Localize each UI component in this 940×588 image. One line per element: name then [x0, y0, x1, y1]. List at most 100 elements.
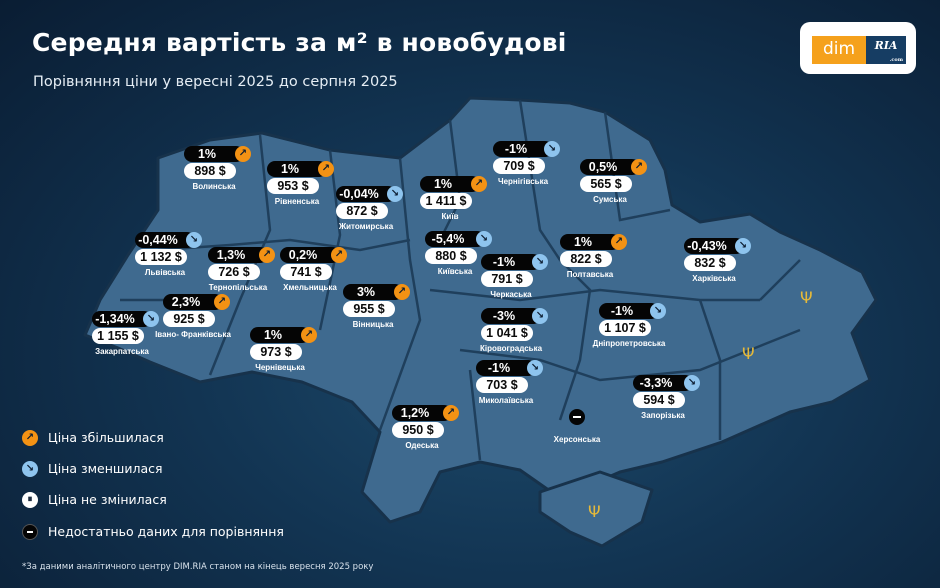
change-percent: 2,3%	[163, 294, 223, 310]
price-per-m2: 880 $	[425, 248, 477, 264]
arrow-up-right-icon: ↗	[259, 247, 275, 263]
logo-dim: dim	[812, 36, 866, 64]
change-percent: 1%	[250, 327, 310, 343]
region-name: Київ	[441, 212, 459, 221]
arrow-down-right-icon: ↘	[544, 141, 560, 157]
price-per-m2: 741 $	[280, 264, 332, 280]
change-percent: 1%	[420, 176, 480, 192]
crimea	[538, 470, 654, 548]
price-per-m2: 1 132 $	[135, 249, 187, 265]
change-percent: -1%	[599, 303, 659, 319]
footnote: *За даними аналітичного центру DIM.RIA с…	[22, 562, 374, 572]
page-title: Середня вартість за м² в новобудові	[32, 28, 567, 57]
arrow-down-right-icon: ↘	[532, 254, 548, 270]
price-per-m2: 872 $	[336, 203, 388, 219]
arrow-up-right-icon: ↗	[443, 405, 459, 421]
price-per-m2: 726 $	[208, 264, 260, 280]
page-subtitle: Порівняння ціни у вересні 2025 до серпня…	[33, 74, 398, 90]
price-per-m2: 953 $	[267, 178, 319, 194]
price-per-m2: 925 $	[163, 311, 215, 327]
region-name: Миколаївська	[478, 396, 534, 405]
region-name: Житомирська	[338, 222, 394, 231]
arrow-down-right-icon: ↘	[684, 375, 700, 391]
arrow-down-right-icon: ↘	[735, 238, 751, 254]
region-name: Харківська	[692, 274, 736, 283]
change-percent: 0,5%	[580, 159, 640, 175]
region-name: Черкаська	[490, 290, 532, 299]
change-percent: -1,34%	[92, 311, 152, 327]
no-data-icon	[569, 409, 585, 425]
arrow-up-right-icon: ↗	[235, 146, 251, 162]
change-percent: 1%	[184, 146, 244, 162]
change-percent: -1%	[493, 141, 553, 157]
arrow-down-right-icon: ↘	[532, 308, 548, 324]
trident-icon: Ψ	[800, 288, 813, 307]
region-name: Полтавська	[566, 270, 614, 279]
arrow-down-right-icon: ↘	[527, 360, 543, 376]
price-per-m2: 1 107 $	[599, 320, 651, 336]
change-percent: -0,04%	[336, 186, 396, 202]
trident-icon: Ψ	[588, 502, 601, 521]
change-percent: 1%	[560, 234, 620, 250]
region-name: Хмельницька	[283, 283, 337, 292]
price-per-m2: 973 $	[250, 344, 302, 360]
price-per-m2: 594 $	[633, 392, 685, 408]
arrow-up-right-icon: ↗	[301, 327, 317, 343]
price-per-m2: 709 $	[493, 158, 545, 174]
region-name: Дніпропетровська	[592, 339, 666, 348]
change-percent: 1%	[267, 161, 327, 177]
change-percent: -1%	[481, 254, 541, 270]
region-name: Херсонська	[553, 435, 601, 444]
price-per-m2: 1 041 $	[481, 325, 533, 341]
ukraine-mainland	[83, 96, 878, 524]
region-name: Тернопільська	[208, 283, 268, 292]
change-percent: 0,2%	[280, 247, 340, 263]
price-per-m2: 822 $	[560, 251, 612, 267]
arrow-down-right-icon: ↘	[476, 231, 492, 247]
change-percent: -0,44%	[135, 232, 195, 248]
change-percent: 1,2%	[392, 405, 452, 421]
change-percent: -5,4%	[425, 231, 485, 247]
price-per-m2: 791 $	[481, 271, 533, 287]
change-percent: -3,3%	[633, 375, 693, 391]
price-per-m2: 565 $	[580, 176, 632, 192]
change-percent: 3%	[343, 284, 403, 300]
arrow-up-right-icon: ↗	[331, 247, 347, 263]
price-per-m2: 955 $	[343, 301, 395, 317]
trident-icon: Ψ	[742, 344, 755, 363]
dim-ria-logo: dim RIA .com	[800, 22, 916, 74]
pause-icon: ⏸	[22, 492, 38, 508]
region-name: Чернівецька	[255, 363, 305, 372]
minus-icon	[22, 524, 38, 540]
arrow-up-right-icon: ↗	[318, 161, 334, 177]
arrow-down-right-icon: ↘	[186, 232, 202, 248]
region-name: Київська	[437, 267, 473, 276]
region-name: Одеська	[405, 441, 439, 450]
arrow-down-right-icon: ↘	[650, 303, 666, 319]
arrow-up-right-icon: ↗	[394, 284, 410, 300]
price-per-m2: 703 $	[476, 377, 528, 393]
region-name: Рівненська	[274, 197, 320, 206]
legend-label: Ціна не змінилася	[48, 492, 167, 507]
change-percent: -3%	[481, 308, 541, 324]
arrow-up-right-icon: ↗	[214, 294, 230, 310]
region-name: Кіровоградська	[479, 344, 543, 353]
price-per-m2: 832 $	[684, 255, 736, 271]
legend-label: Недостатньо даних для порівняння	[48, 524, 284, 539]
change-percent: -1%	[476, 360, 536, 376]
region-name: Закарпатська	[95, 347, 149, 356]
region-name: Волинська	[192, 182, 236, 191]
logo-ria: RIA .com	[866, 36, 906, 64]
arrow-down-right-icon: ↘	[22, 461, 38, 477]
change-percent: 1,3%	[208, 247, 268, 263]
price-per-m2: 950 $	[392, 422, 444, 438]
region-name: Вінницька	[352, 320, 394, 329]
arrow-up-right-icon: ↗	[22, 430, 38, 446]
region-name: Запорізька	[641, 411, 685, 420]
arrow-up-right-icon: ↗	[471, 176, 487, 192]
region-name: Сумська	[593, 195, 627, 204]
arrow-down-right-icon: ↘	[143, 311, 159, 327]
arrow-down-right-icon: ↘	[387, 186, 403, 202]
region-name: Чернігівська	[497, 177, 549, 186]
